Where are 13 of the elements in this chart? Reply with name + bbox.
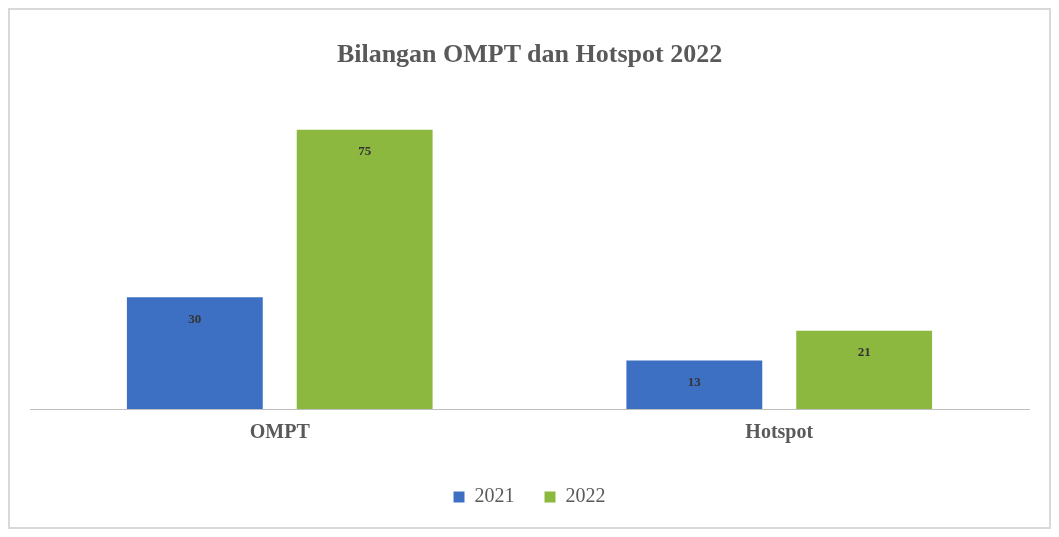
data-label: 75 (358, 143, 372, 159)
x-tick-label: Hotspot (745, 420, 814, 444)
bar (126, 297, 263, 409)
bar (626, 360, 763, 409)
x-tick-label: OMPT (249, 420, 311, 443)
data-label: 21 (857, 344, 871, 360)
bar (796, 330, 933, 409)
legend-label: 2022 (565, 484, 606, 507)
bar (296, 129, 433, 409)
legend-label: 2021 (474, 484, 515, 507)
chart-title: Bilangan OMPT dan Hotspot 2022 (336, 39, 723, 69)
data-label: 30 (188, 310, 202, 326)
data-label: 13 (687, 373, 702, 389)
